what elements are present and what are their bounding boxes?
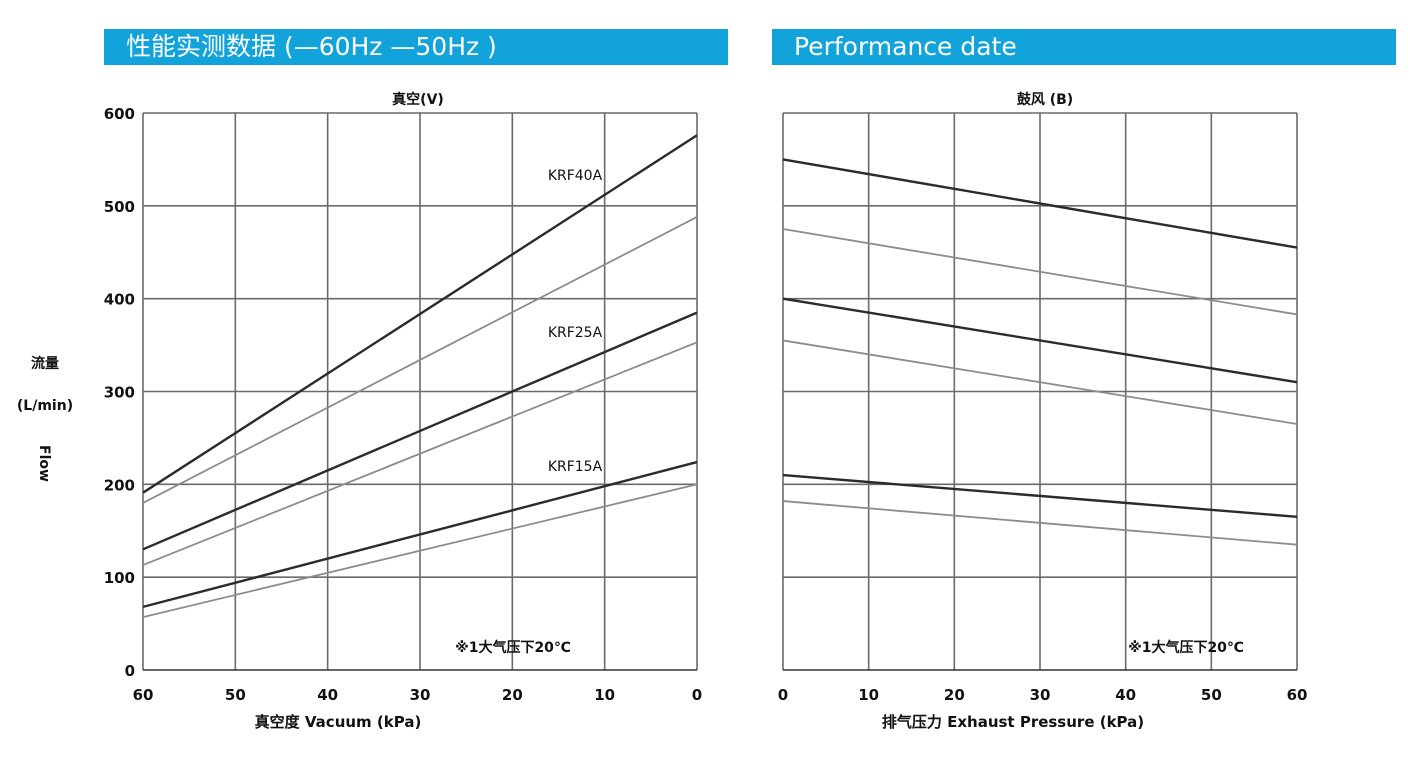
chart1-x-tick-label: 60 <box>133 686 154 704</box>
chart1-y-tick-label: 500 <box>104 198 135 216</box>
chart1-y-axis-label-cn: 流量 <box>31 355 59 372</box>
chart2-x-tick-label: 0 <box>778 686 788 704</box>
chart1-series-line <box>142 216 698 504</box>
chart1-title: 真空(V) <box>392 91 444 108</box>
chart1-x-tick-label: 0 <box>692 686 702 704</box>
chart1-y-axis-label-en: Flow <box>36 445 52 482</box>
chart2-x-tick-label: 60 <box>1287 686 1308 704</box>
chart2-x-tick-label: 50 <box>1201 686 1222 704</box>
chart2-x-tick-label: 40 <box>1115 686 1136 704</box>
chart1-y-tick-label: 100 <box>104 569 135 587</box>
chart1-y-tick-label: 400 <box>104 291 135 309</box>
chart1-x-tick-label: 10 <box>594 686 615 704</box>
chart2-x-tick-label: 30 <box>1030 686 1051 704</box>
chart1-x-tick-label: 30 <box>410 686 431 704</box>
chart2-series-line <box>782 500 1298 546</box>
chart2-series-line <box>782 158 1298 249</box>
chart1-series-line <box>142 134 698 494</box>
chart2-x-tick-label: 10 <box>858 686 879 704</box>
chart1-x-axis-label: 真空度 Vacuum (kPa) <box>255 713 422 731</box>
chart2-title: 鼓风 (B) <box>1017 91 1073 108</box>
chart1-series-line <box>142 341 698 566</box>
chart1-x-tick-label: 20 <box>502 686 523 704</box>
chart1-y-axis-label-unit: (L/min) <box>17 398 73 414</box>
chart1-x-tick-label: 50 <box>225 686 246 704</box>
chart2-series-line <box>782 339 1298 425</box>
chart1-y-tick-label: 300 <box>104 384 135 402</box>
chart1-y-tick-label: 200 <box>104 476 135 494</box>
chart1-series-line <box>142 483 698 618</box>
header-left-title: 性能实测数据 (—60Hz —50Hz ) <box>126 32 497 61</box>
chart1-y-tick-label: 0 <box>125 662 135 680</box>
chart1-series-line <box>142 460 698 609</box>
chart2-x-axis-label: 排气压力 Exhaust Pressure (kPa) <box>882 713 1144 731</box>
header-banner-left: 性能实测数据 (—60Hz —50Hz ) <box>104 29 728 65</box>
chart1-x-tick-label: 40 <box>317 686 338 704</box>
chart1-series-label: KRF25A <box>548 325 603 341</box>
chart1-series-line <box>142 311 698 551</box>
header-banner-right: Performance date <box>772 29 1396 65</box>
chart2-series-line <box>782 297 1298 384</box>
chart1-series-label: KRF40A <box>548 168 603 184</box>
chart2-x-tick-label: 20 <box>944 686 965 704</box>
chart1-series-label: KRF15A <box>548 459 603 475</box>
chart2-series-line <box>782 473 1298 519</box>
chart1-y-tick-label: 600 <box>104 105 135 123</box>
header-right-title: Performance date <box>794 32 1017 61</box>
chart1-note: ※1大气压下20℃ <box>455 639 571 656</box>
chart2-series-line <box>782 228 1298 316</box>
chart2-note: ※1大气压下20℃ <box>1128 639 1244 656</box>
